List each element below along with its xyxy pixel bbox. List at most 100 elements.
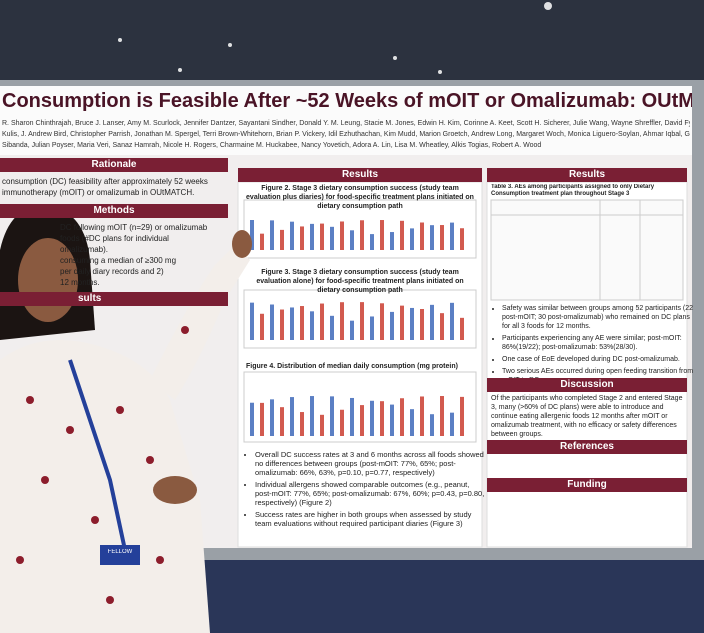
- figure-texture: [420, 396, 424, 436]
- figure-texture: [410, 228, 414, 250]
- figure-texture: [330, 226, 334, 250]
- figure-texture: [350, 397, 354, 436]
- bullet: Success rates are higher in both groups …: [255, 510, 487, 528]
- figure-texture: [320, 303, 324, 340]
- section-heading: Methods: [0, 204, 228, 218]
- figure-texture: [340, 221, 344, 250]
- figure-texture: [290, 397, 294, 436]
- table-caption: Table 3. AEs among participants assigned…: [491, 184, 655, 197]
- figure-texture: [270, 304, 274, 340]
- figure-texture: [450, 302, 454, 340]
- figure-texture: [300, 306, 304, 340]
- methods-line: DC following mOIT (n=29) or omalizumab: [60, 223, 208, 232]
- figure-texture: [280, 229, 284, 250]
- figure-texture: [440, 225, 444, 250]
- figure-texture: [430, 304, 434, 340]
- figure-texture: [460, 317, 464, 340]
- figure-texture: [440, 313, 444, 340]
- figure-texture: [410, 307, 414, 340]
- section-heading: Funding: [487, 478, 687, 492]
- figure-texture: [450, 222, 454, 250]
- figure-texture: [370, 234, 374, 250]
- methods-line: omalizumab).: [60, 245, 109, 254]
- rationale-text: consumption (DC) feasibility after appro…: [2, 177, 208, 197]
- figure-caption: Figure 4. Distribution of median daily c…: [246, 363, 458, 370]
- figure-texture: [270, 220, 274, 250]
- figure-texture: [250, 220, 254, 250]
- authors: R. Sharon Chinthrajah, Bruce J. Lanser, …: [2, 118, 690, 154]
- figure-texture: [270, 399, 274, 436]
- author-line: Sibanda, Julian Poyser, Maria Veri, Sana…: [2, 142, 542, 149]
- figure-texture: [330, 396, 334, 436]
- figure-texture: [260, 233, 264, 250]
- figure-texture: [250, 302, 254, 340]
- figure-texture: [340, 302, 344, 340]
- figure-texture: [300, 226, 304, 250]
- bullet: Participants experiencing any AE were si…: [502, 334, 694, 352]
- results-bullets: Overall DC success rates at 3 and 6 mont…: [244, 450, 487, 531]
- methods-text: DC following mOIT (n=29) or omalizumab fo…: [60, 222, 228, 288]
- figure-texture: [450, 412, 454, 436]
- figure-texture: [330, 315, 334, 340]
- figure-texture: [320, 223, 324, 250]
- figure-texture: [300, 412, 304, 436]
- figure-texture: [460, 396, 464, 436]
- figure-texture: [380, 303, 384, 340]
- bullet: Safety was similar between groups among …: [502, 304, 694, 331]
- figure-texture: [260, 402, 264, 436]
- figure-texture: [350, 320, 354, 340]
- bullet: Overall DC success rates at 3 and 6 mont…: [255, 450, 487, 477]
- figure-texture: [350, 230, 354, 250]
- discussion-text: Of the participants who completed Stage …: [491, 395, 683, 438]
- methods-line: foods (#DC plans for individual: [60, 234, 169, 243]
- figure-texture: [290, 221, 294, 250]
- figure-texture: [440, 396, 444, 436]
- figure-texture: [360, 302, 364, 340]
- figure-texture: [460, 228, 464, 250]
- figure-texture: [370, 400, 374, 436]
- bullet: One case of EoE developed during DC post…: [502, 355, 694, 364]
- figure-texture: [380, 220, 384, 250]
- figure-texture: [380, 401, 384, 436]
- figure-texture: [310, 223, 314, 250]
- figure-texture: [420, 222, 424, 250]
- author-line: R. Sharon Chinthrajah, Bruce J. Lanser, …: [2, 120, 690, 127]
- figure-texture: [290, 307, 294, 340]
- figure-texture: [410, 409, 414, 436]
- figure-texture: [280, 407, 284, 436]
- safety-bullets: Safety was similar between groups among …: [491, 304, 694, 388]
- badge: FELLOW: [107, 549, 133, 555]
- methods-line: 12 months.: [60, 278, 100, 287]
- figure-texture: [400, 220, 404, 250]
- figure-texture: [400, 398, 404, 436]
- figure-texture: [390, 311, 394, 340]
- figure-texture: [430, 414, 434, 436]
- figure-texture: [430, 225, 434, 250]
- figure-texture: [360, 220, 364, 250]
- section-heading: Results: [487, 168, 687, 182]
- figure-caption: Figure 2. Stage 3 dietary consumption su…: [246, 185, 474, 210]
- figure-texture: [360, 405, 364, 436]
- figure-texture: [310, 396, 314, 436]
- figure-texture: [390, 232, 394, 250]
- figure-texture: [280, 309, 284, 340]
- methods-line: per daily diary records and 2): [60, 267, 164, 276]
- section-heading: Results: [238, 168, 482, 182]
- methods-line: consuming a median of ≥300 mg: [60, 256, 177, 265]
- figure-caption: Figure 3. Stage 3 dietary consumption su…: [256, 269, 464, 294]
- author-line: Kulis, J. Andrew Bird, Christopher Parri…: [2, 131, 690, 138]
- section-heading: sults: [0, 292, 228, 306]
- figure-texture: [310, 311, 314, 340]
- figure-texture: [250, 402, 254, 436]
- figure-texture: [390, 404, 394, 436]
- poster-title: Consumption is Feasible After ~52 Weeks …: [2, 90, 692, 112]
- section-heading: Rationale: [0, 158, 228, 172]
- section-heading: References: [487, 440, 687, 454]
- bullet: Individual allergens showed comparable o…: [255, 480, 487, 507]
- figure-texture: [260, 313, 264, 340]
- figure-texture: [420, 308, 424, 340]
- section-heading: Discussion: [487, 378, 687, 392]
- figure-texture: [370, 316, 374, 340]
